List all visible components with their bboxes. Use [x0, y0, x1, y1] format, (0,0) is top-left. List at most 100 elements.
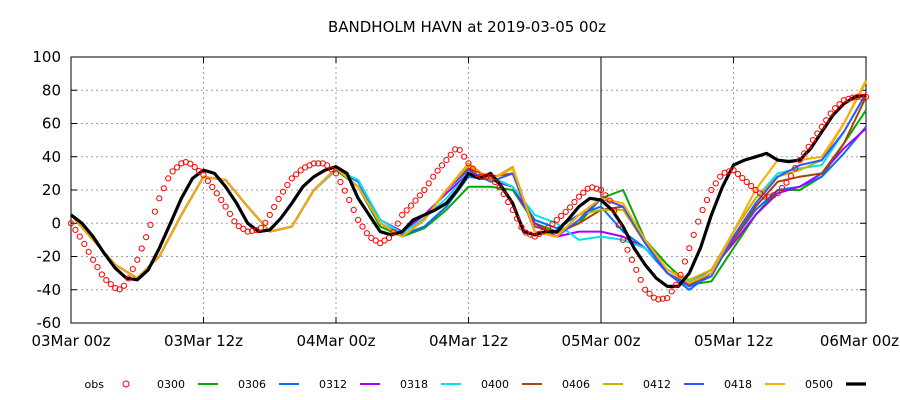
obs-point: [743, 178, 750, 186]
obs-point: [67, 220, 75, 227]
obs-point: [218, 196, 225, 204]
obs-point: [809, 137, 817, 144]
x-tick-label: 05Mar 00z: [561, 332, 640, 350]
obs-point: [381, 237, 388, 244]
legend-label-0500: 0500: [805, 378, 833, 391]
obs-point: [324, 162, 331, 169]
obs-point: [275, 195, 282, 203]
obs-point: [558, 212, 565, 219]
obs-point: [363, 230, 370, 237]
obs-point: [244, 228, 251, 235]
obs-point: [832, 105, 839, 112]
obs-point: [138, 245, 145, 252]
obs-point: [209, 183, 216, 191]
series-group: [70, 79, 867, 291]
obs-point: [196, 167, 203, 175]
obs-point: [394, 220, 401, 227]
obs-point: [279, 188, 287, 195]
obs-point: [801, 150, 808, 157]
obs-point: [597, 186, 605, 194]
obs-point: [858, 93, 865, 101]
obs-point: [120, 282, 128, 289]
obs-point: [695, 218, 702, 225]
obs-point: [412, 197, 419, 204]
obs-group: [67, 93, 870, 303]
obs-point: [461, 153, 468, 160]
obs-point: [620, 236, 627, 243]
obs-point: [350, 206, 357, 213]
obs-point: [681, 258, 689, 265]
obs-point: [836, 101, 843, 108]
obs-point: [452, 146, 459, 153]
obs-point: [315, 160, 322, 167]
obs-point: [792, 165, 799, 172]
obs-point: [796, 157, 803, 164]
obs-point: [677, 271, 684, 278]
obs-point: [487, 173, 494, 180]
obs-point: [72, 226, 79, 233]
obs-point: [505, 198, 512, 206]
obs-point: [633, 266, 640, 273]
obs-point: [659, 295, 666, 302]
obs-point: [430, 173, 437, 180]
obs-point: [615, 222, 622, 229]
obs-point: [818, 123, 825, 130]
obs-point: [717, 173, 724, 180]
obs-point: [748, 182, 755, 190]
y-tick-label: -20: [37, 248, 62, 266]
legend-label-0406: 0406: [562, 378, 590, 391]
obs-point: [231, 218, 238, 225]
obs-point: [125, 275, 132, 282]
x-tick-label: 04Mar 12z: [429, 332, 508, 350]
obs-point: [500, 190, 507, 198]
chart-title: BANDHOLM HAVN at 2019-03-05 00z: [328, 18, 606, 36]
obs-point: [271, 203, 278, 211]
obs-point: [567, 204, 574, 211]
legend-marker-obs: [122, 380, 130, 388]
obs-point: [160, 185, 167, 192]
obs-point: [602, 192, 609, 199]
obs-point: [699, 206, 706, 214]
y-tick-label: 20: [42, 181, 61, 199]
obs-point: [752, 186, 759, 194]
obs-point: [94, 264, 101, 271]
obs-point: [284, 181, 291, 189]
legend-label-0400: 0400: [481, 378, 509, 391]
obs-point: [355, 216, 362, 223]
legend: obs 0300 0306 0312 0318 0400 0406 0412 0418 0500: [85, 378, 866, 391]
obs-point: [288, 175, 295, 182]
legend-label-0418: 0418: [724, 378, 752, 391]
obs-point: [646, 290, 653, 297]
obs-point: [191, 164, 198, 171]
obs-point: [779, 184, 786, 192]
obs-point: [359, 223, 366, 230]
obs-point: [637, 276, 644, 283]
obs-point: [712, 180, 719, 187]
obs-point: [536, 230, 543, 237]
obs-point: [549, 220, 556, 227]
obs-point: [491, 178, 499, 186]
obs-point: [553, 216, 560, 223]
legend-label-0312: 0312: [319, 378, 347, 391]
obs-point: [399, 211, 406, 218]
obs-point: [606, 197, 613, 204]
obs-point: [134, 256, 141, 263]
obs-point: [465, 160, 472, 167]
obs-point: [734, 170, 742, 178]
obs-point: [390, 229, 397, 236]
obs-point: [823, 117, 830, 124]
obs-point: [783, 179, 790, 186]
obs-point: [483, 173, 490, 180]
obs-point: [297, 167, 304, 174]
obs-point: [129, 266, 136, 273]
obs-point: [703, 196, 711, 204]
obs-point: [544, 224, 552, 231]
obs-point: [385, 234, 393, 241]
obs-point: [668, 288, 675, 295]
x-tick-label: 03Mar 12z: [164, 332, 243, 350]
obs-point: [571, 198, 578, 206]
obs-point: [262, 219, 269, 226]
obs-point: [81, 240, 88, 247]
obs-point: [854, 93, 861, 101]
